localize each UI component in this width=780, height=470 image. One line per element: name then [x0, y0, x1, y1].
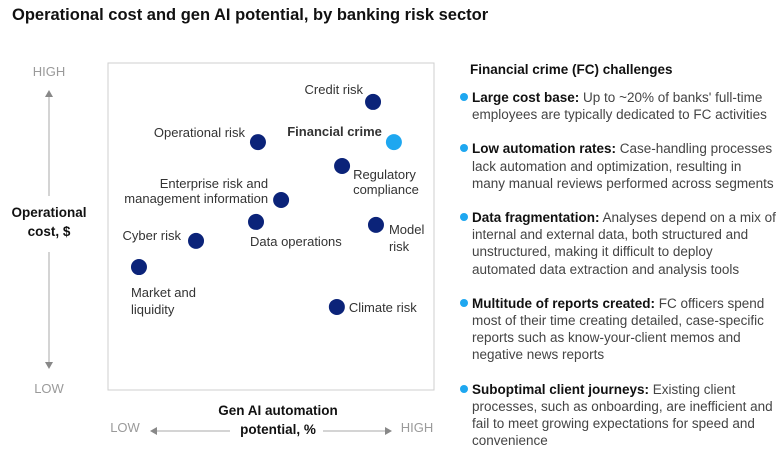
- arrow-right-icon: [385, 427, 392, 435]
- point-operational-risk: [249, 134, 266, 151]
- arrow-left-icon: [150, 427, 157, 435]
- plot-frame: [107, 62, 435, 391]
- challenge-heading: Low automation rates:: [472, 141, 617, 157]
- challenge-item: Suboptimal client journeys: Existing cli…: [458, 381, 778, 450]
- bullet-icon: [460, 384, 468, 393]
- arrow-down-icon: [45, 362, 53, 369]
- bullet-icon: [460, 213, 468, 222]
- point-label: risk: [389, 239, 410, 254]
- panel-title: Financial crime (FC) challenges: [470, 62, 673, 77]
- point-label: Regulatory: [353, 167, 416, 182]
- y-axis-title-line2: cost, $: [28, 224, 71, 239]
- point-model-risk: [367, 216, 384, 233]
- point-cyber-risk: [188, 232, 205, 249]
- challenge-text: Up to ~20% of banks' full-time employees…: [472, 90, 767, 123]
- point-credit-risk: [365, 93, 382, 110]
- challenge-heading: Suboptimal client journeys:: [472, 381, 650, 397]
- point-regulatory-compliance: [334, 158, 351, 175]
- point-label: Market and: [131, 285, 196, 300]
- arrow-up-icon: [45, 90, 53, 97]
- y-high-label: HIGH: [33, 64, 66, 79]
- point-label: Operational risk: [154, 125, 246, 140]
- challenge-heading: Data fragmentation:: [472, 210, 600, 226]
- point-label: Enterprise risk and: [160, 176, 268, 191]
- point-label: management information: [124, 191, 268, 206]
- challenge-item: Data fragmentation: Analyses depend on a…: [458, 209, 778, 278]
- fc-challenges-panel: Financial crime (FC) challenges Large co…: [458, 62, 778, 466]
- challenge-text: Case-handling processes lack automation …: [472, 141, 774, 191]
- point-enterprise-risk-and-management-information: [273, 192, 290, 209]
- challenge-text: FC officers spend most of their time cre…: [472, 295, 765, 363]
- x-low-label: LOW: [110, 420, 140, 435]
- point-label: Model: [389, 222, 425, 237]
- challenge-heading: Large cost base:: [472, 90, 580, 105]
- point-label: Data operations: [250, 234, 342, 249]
- chart-title: Operational cost and gen AI potential, b…: [12, 6, 489, 24]
- point-financial-crime: [385, 134, 402, 151]
- point-label: Financial crime: [287, 124, 382, 139]
- point-label: Climate risk: [349, 300, 417, 315]
- challenge-item: Large cost base: Up to ~20% of banks' fu…: [458, 89, 778, 123]
- point-label: compliance: [353, 182, 419, 197]
- x-high-label: HIGH: [401, 420, 434, 435]
- x-axis-title-line2: potential, %: [240, 422, 316, 437]
- y-low-label: LOW: [34, 381, 64, 396]
- bullet-icon: [460, 144, 468, 153]
- point-label: liquidity: [131, 302, 175, 317]
- point-label: Cyber risk: [123, 228, 182, 243]
- challenge-text: Analyses depend on a mix of internal and…: [472, 210, 776, 277]
- challenge-item: Multitude of reports created: FC officer…: [458, 295, 778, 364]
- point-market-and-liquidity: [130, 259, 147, 276]
- x-axis-title-line1: Gen AI automation: [218, 403, 338, 418]
- challenge-heading: Multitude of reports created:: [472, 295, 656, 311]
- point-climate-risk: [328, 298, 345, 315]
- point-label: Credit risk: [305, 82, 364, 97]
- y-axis-title-line1: Operational: [11, 205, 86, 220]
- challenge-item: Low automation rates: Case-handling proc…: [458, 140, 778, 192]
- point-data-operations: [248, 213, 265, 230]
- challenge-text: Existing client processes, such as onboa…: [472, 381, 773, 449]
- bullet-icon: [460, 93, 468, 101]
- bullet-icon: [460, 298, 468, 307]
